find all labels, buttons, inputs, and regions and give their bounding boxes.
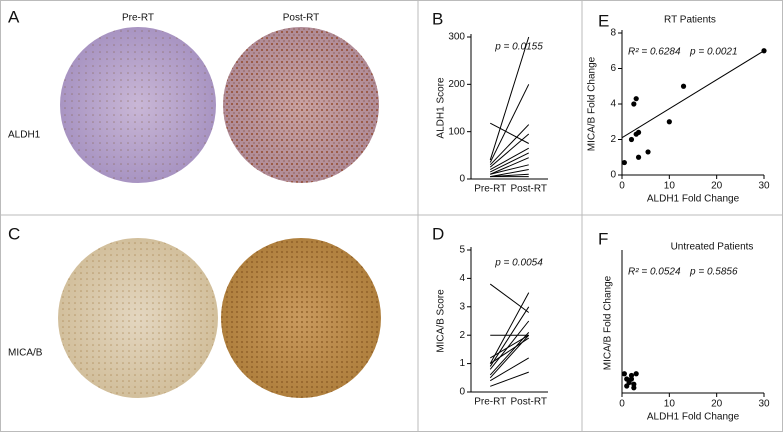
paired-line (489, 84, 530, 163)
x-axis-label: ALDH1 Fold Change (647, 412, 740, 423)
tissue-images (58, 27, 381, 398)
fit-line (621, 50, 765, 139)
paired-line (490, 164, 529, 175)
panel-letter: E (598, 11, 609, 30)
y-tick-label: 4 (459, 273, 465, 284)
point (633, 371, 639, 377)
point (631, 381, 637, 387)
row-label: MICA/B (8, 348, 43, 359)
y-tick-label: 1 (459, 358, 465, 369)
point (635, 154, 642, 160)
y-tick-label: 2 (459, 330, 465, 341)
y-tick-label: 200 (448, 79, 465, 90)
paired-line (490, 371, 529, 387)
point (635, 129, 642, 135)
point (680, 83, 687, 89)
x-tick-label: 20 (711, 399, 723, 410)
y-tick-label: 300 (448, 32, 465, 43)
y-tick-label: 2 (610, 134, 616, 145)
x-tick-label: Pre-RT (474, 184, 506, 195)
tissue-core (221, 238, 381, 398)
annotation: p = 0.5856 (689, 267, 738, 278)
y-axis-label: MICA/B Score (436, 289, 447, 353)
y-tick-label: 3 (459, 301, 465, 312)
paired-line (489, 133, 530, 168)
point (633, 96, 639, 102)
annotation: R² = 0.0524 (628, 267, 681, 278)
y-axis-label: MICA/B Fold Change (587, 56, 598, 151)
x-tick-label: 0 (619, 399, 625, 410)
chart-title: RT Patients (664, 15, 716, 26)
x-tick-label: 10 (664, 399, 676, 410)
x-tick-label: Post-RT (511, 397, 548, 408)
paired-line (490, 157, 529, 175)
x-tick-label: Pre-RT (474, 397, 506, 408)
paired-line (490, 169, 529, 178)
column-label: Post-RT (283, 13, 320, 24)
x-tick-label: 0 (619, 181, 625, 192)
y-tick-label: 0 (459, 387, 465, 398)
paired-line (489, 283, 530, 313)
paired-line (489, 124, 530, 166)
point (621, 159, 627, 166)
x-tick-label: 30 (758, 399, 770, 410)
tissue-core (60, 27, 216, 183)
panel-letter: A (8, 7, 20, 26)
y-tick-label: 4 (610, 99, 616, 110)
panel-letter: B (432, 9, 443, 28)
y-tick-label: 100 (448, 126, 465, 137)
panel-letter: C (8, 224, 20, 243)
paired-line (489, 320, 530, 370)
paired-line (489, 292, 530, 364)
point (628, 136, 635, 143)
paired-line (489, 334, 530, 359)
column-label: Pre-RT (122, 13, 154, 24)
point (628, 376, 635, 382)
point (666, 119, 672, 125)
paired-line (489, 357, 530, 382)
annotation: R² = 0.6284 (628, 47, 681, 58)
y-tick-label: 0 (459, 174, 465, 185)
paired-line (489, 306, 530, 367)
point (631, 101, 637, 107)
tissue-core (58, 238, 218, 398)
panel-letter: F (598, 229, 608, 248)
point (621, 371, 627, 377)
paired-line (490, 152, 529, 173)
point (624, 383, 630, 389)
y-tick-label: 8 (610, 28, 616, 39)
panel-letter: D (432, 224, 444, 243)
annotation: p = 0.0054 (494, 258, 543, 269)
y-tick-label: 0 (610, 170, 616, 181)
annotation: p = 0.0021 (689, 47, 738, 58)
y-axis-label: ALDH1 Score (436, 77, 447, 139)
y-axis-label: MICA/B Fold Change (603, 275, 614, 370)
point (645, 149, 651, 155)
x-tick-label: 10 (664, 181, 676, 192)
annotation: p = 0.0155 (494, 42, 543, 53)
x-tick-label: 30 (758, 181, 770, 192)
tissue-core (223, 27, 379, 183)
y-tick-label: 6 (610, 63, 616, 74)
x-tick-label: 20 (711, 181, 723, 192)
y-tick-label: 5 (459, 245, 465, 256)
x-axis-label: ALDH1 Fold Change (647, 194, 740, 205)
paired-line (490, 147, 529, 170)
row-label: ALDH1 (8, 130, 41, 141)
chart-title: Untreated Patients (671, 242, 754, 253)
x-tick-label: Post-RT (511, 184, 548, 195)
paired-line (489, 36, 530, 161)
paired-line (489, 337, 530, 365)
point (761, 48, 767, 54)
